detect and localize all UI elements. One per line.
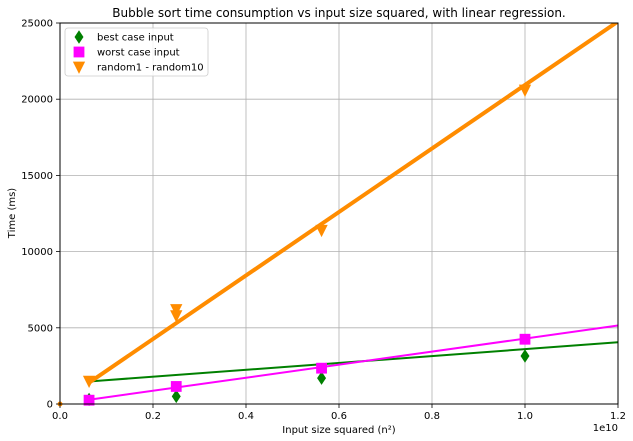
regression-line [87,23,618,385]
data-point [518,84,532,97]
x-tick-label: 0.8 [424,411,440,422]
y-axis-label: Time (ms) [7,188,18,240]
data-point [170,381,182,392]
x-tick-label: 0.6 [331,411,347,422]
legend-label: random1 - random10 [97,63,204,74]
data-point [519,333,531,345]
x-axis-ticks: 0.0 0.2 0.4 0.6 0.8 1.0 1.2 [52,404,626,422]
legend-marker [73,46,85,58]
y-tick-label: 10000 [21,247,53,258]
x-tick-label: 0.4 [238,411,254,422]
regression-lines [87,23,618,401]
y-tick-label: 20000 [21,95,53,106]
y-axis-ticks: 0 5000 10000 15000 20000 25000 [21,19,60,411]
data-point [83,394,95,406]
y-tick-label: 15000 [21,171,53,182]
data-point [171,389,181,404]
y-tick-label: 5000 [28,323,53,334]
legend-box [64,27,209,77]
data-point [317,371,327,385]
x-tick-label: 1.0 [517,411,533,422]
data-point [520,349,530,363]
data-point [170,304,183,317]
legend-label: best case input [97,33,174,44]
data-point [315,224,328,238]
data-point [82,375,96,389]
data-point [170,310,183,323]
chart-title: Bubble sort time consumption vs input si… [112,6,566,20]
x-offset-label: 1e10 [593,423,618,434]
legend-marker [74,30,84,44]
y-tick-label: 0 [47,400,53,411]
x-tick-label: 0.2 [145,411,161,422]
data-point [316,362,327,374]
y-tick-label: 25000 [21,19,53,30]
x-axis-label: Input size squared (n²) [282,425,395,436]
regression-line [88,324,618,401]
x-tick-label: 1.2 [610,411,626,422]
x-tick-label: 0.0 [52,411,68,422]
legend-label: worst case input [97,48,180,59]
legend-marker [72,61,86,74]
legend: best case input worst case input random1 -… [64,27,209,77]
data-points [57,84,532,407]
